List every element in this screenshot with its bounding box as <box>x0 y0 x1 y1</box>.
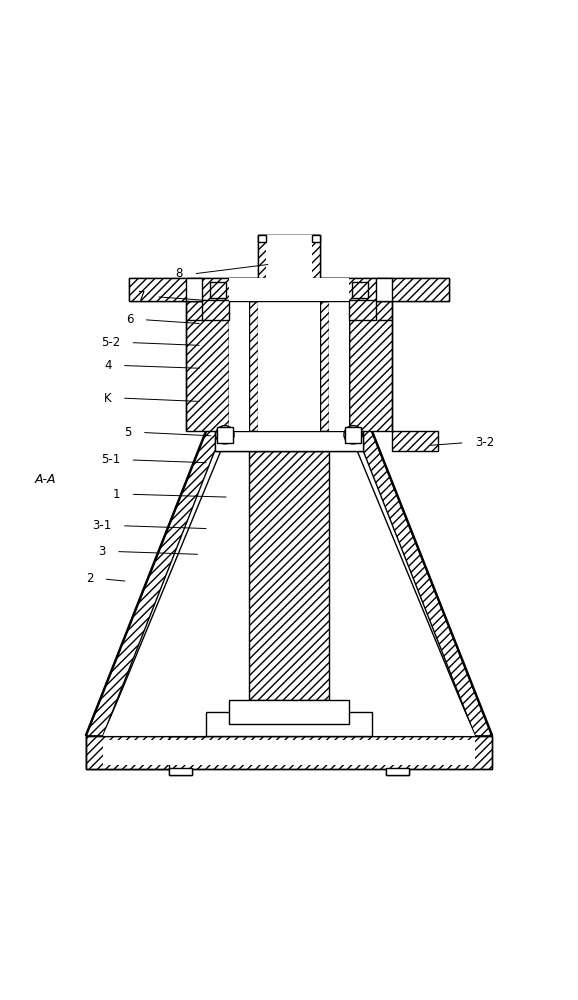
Circle shape <box>344 426 362 444</box>
Bar <box>169 768 192 775</box>
Bar <box>249 300 329 431</box>
Text: 4: 4 <box>104 359 112 372</box>
Bar <box>312 235 320 242</box>
Bar <box>214 431 364 451</box>
Bar <box>186 300 229 431</box>
Bar <box>206 712 372 736</box>
Bar <box>266 235 312 278</box>
Text: 6: 6 <box>126 313 134 326</box>
Polygon shape <box>392 431 438 451</box>
Bar <box>210 282 226 298</box>
Bar <box>217 427 233 443</box>
Bar <box>86 736 492 769</box>
Bar <box>345 427 361 443</box>
Bar <box>129 278 449 301</box>
Bar <box>352 282 368 298</box>
Bar <box>186 278 202 301</box>
Text: 3-2: 3-2 <box>475 436 494 449</box>
Text: 3-1: 3-1 <box>92 519 112 532</box>
Bar <box>386 768 409 775</box>
Text: 8: 8 <box>176 267 183 280</box>
Bar <box>229 278 349 301</box>
Bar <box>229 300 249 431</box>
Text: 5-1: 5-1 <box>101 453 120 466</box>
Bar <box>329 300 349 431</box>
Bar <box>103 740 475 765</box>
Polygon shape <box>86 431 229 736</box>
Text: 5: 5 <box>124 426 132 439</box>
Text: 1: 1 <box>113 488 120 501</box>
Bar <box>349 300 376 320</box>
Polygon shape <box>86 700 249 769</box>
Text: K: K <box>104 392 112 405</box>
Text: A-A: A-A <box>34 473 55 486</box>
Text: 3: 3 <box>98 545 106 558</box>
Bar <box>376 278 392 301</box>
Bar <box>202 300 229 320</box>
Bar <box>349 300 392 431</box>
Text: 5-2: 5-2 <box>101 336 120 349</box>
Bar <box>258 235 320 278</box>
Bar <box>258 235 266 242</box>
Text: 2: 2 <box>86 572 93 585</box>
Bar <box>249 451 329 700</box>
Polygon shape <box>103 451 475 736</box>
Polygon shape <box>349 431 492 736</box>
Bar <box>229 700 349 724</box>
Bar <box>258 300 320 431</box>
Text: 7: 7 <box>138 290 146 303</box>
Circle shape <box>216 426 234 444</box>
